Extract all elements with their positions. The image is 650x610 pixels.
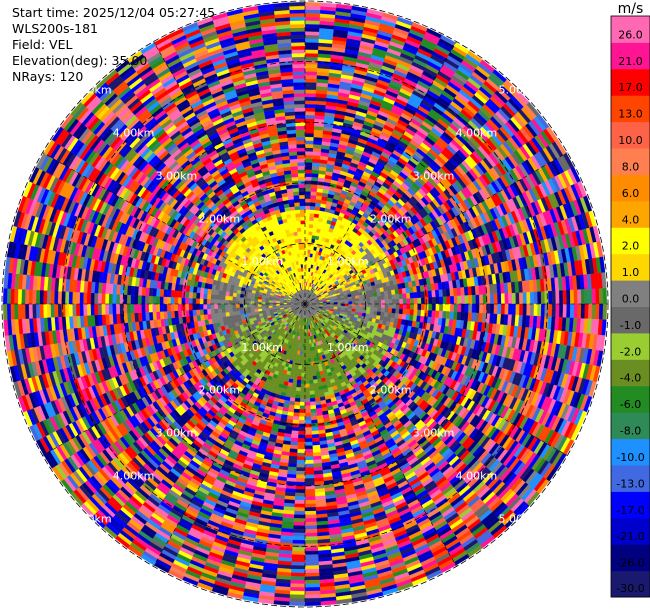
instrument-text: WLS200s-181 [12,21,98,36]
nrays-text: NRays: 120 [12,69,84,84]
start-time-text: Start time: 2025/12/04 05:27:45 [12,5,216,20]
field-text: Field: VEL [12,37,73,52]
elevation-text: Elevation(deg): 35.00 [12,53,148,68]
velocity-cells [3,2,607,606]
plot-info: Start time: 2025/12/04 05:27:45 WLS200s-… [12,5,215,85]
